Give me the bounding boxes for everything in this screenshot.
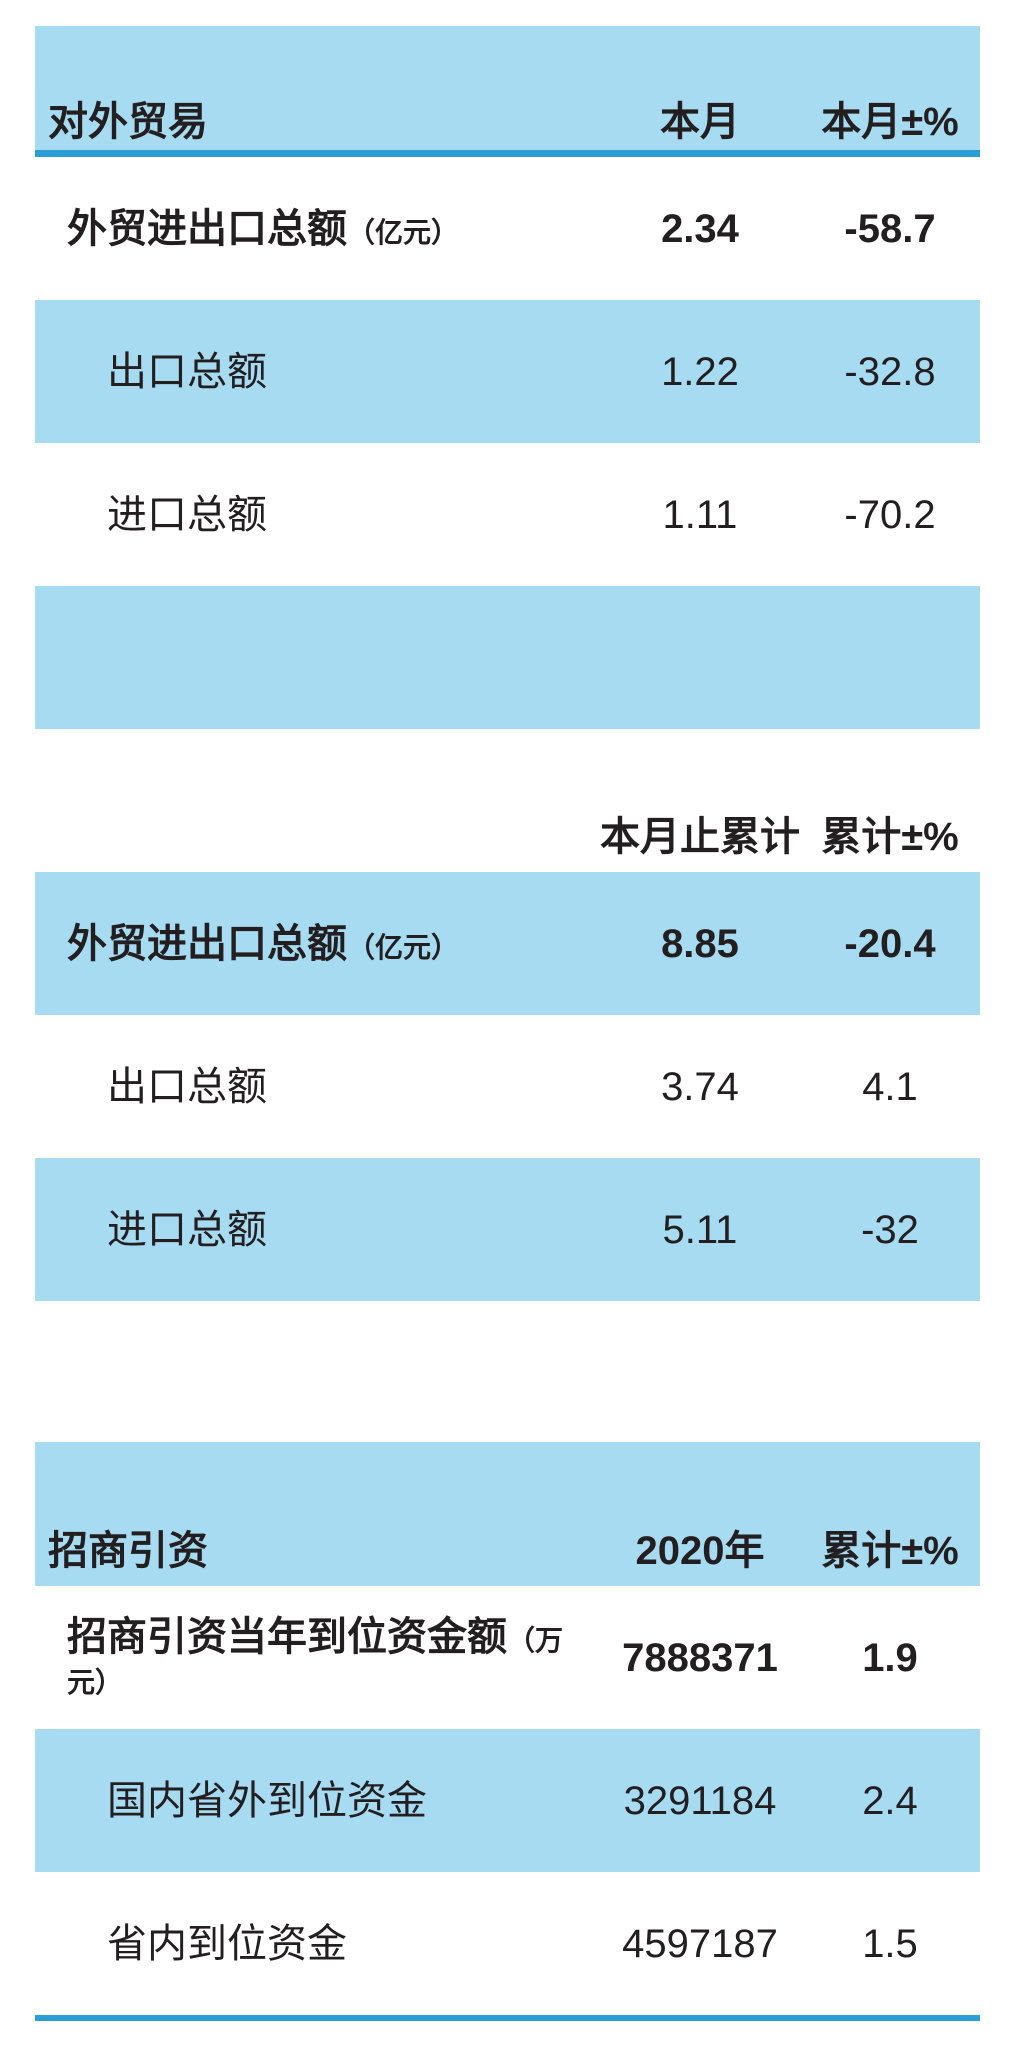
row-value-pct: -20.4 (844, 921, 936, 966)
column-header-cumulative-pct: 累计±% (821, 815, 959, 859)
section-spacer (0, 1301, 1024, 1442)
row-label: 出口总额 (107, 1064, 267, 1109)
table-row: 外贸进出口总额（亿元） 8.85 -20.4 (35, 872, 980, 1015)
row-label: 进口总额 (107, 1207, 267, 1252)
footer-accent-bar (35, 2015, 980, 2021)
table-row-empty (35, 586, 980, 729)
row-value-cumulative: 8.85 (661, 921, 739, 966)
row-value-year: 7888371 (622, 1635, 778, 1680)
column-header-month-pct: 本月±% (821, 100, 959, 144)
section-title: 招商引资 (48, 1529, 208, 1573)
row-unit: （万元） (67, 1624, 564, 1698)
section-foreign-trade-month: 对外贸易 本月 本月±% 外贸进出口总额（亿元） 2.34 -58.7 出口总额… (35, 26, 980, 729)
row-label: 外贸进出口总额（亿元） (67, 921, 460, 966)
row-label: 省内到位资金 (107, 1921, 347, 1966)
row-value-year: 4597187 (622, 1921, 778, 1966)
row-value-cumulative: 3.74 (661, 1064, 739, 1109)
column-header-month: 本月 (660, 100, 740, 144)
column-header-year: 2020年 (635, 1529, 765, 1573)
column-header-cumulative: 本月止累计 (600, 815, 800, 859)
row-value-pct: 1.9 (862, 1635, 918, 1680)
row-label: 招商引资当年到位资金额（万元） (67, 1614, 564, 1698)
row-unit: （亿元） (347, 216, 460, 248)
row-value-pct: 4.1 (862, 1064, 918, 1109)
row-label: 外贸进出口总额（亿元） (67, 206, 460, 251)
row-value-month: 1.11 (662, 492, 738, 537)
row-label: 进口总额 (107, 492, 267, 537)
table-row: 出口总额 3.74 4.1 (35, 1015, 980, 1158)
row-value-pct: 2.4 (862, 1778, 918, 1823)
table-header: 对外贸易 本月 本月±% (35, 26, 980, 157)
table-header: 本月止累计 累计±% (35, 729, 980, 872)
row-value-year: 3291184 (623, 1778, 777, 1823)
table-row: 进口总额 1.11 -70.2 (35, 443, 980, 586)
table-row: 外贸进出口总额（亿元） 2.34 -58.7 (35, 157, 980, 300)
row-value-cumulative: 5.11 (662, 1207, 738, 1252)
row-value-pct: -32 (861, 1207, 919, 1252)
section-investment: 招商引资 2020年 累计±% 招商引资当年到位资金额（万元） 7888371 … (35, 1442, 980, 2015)
table-row: 进口总额 5.11 -32 (35, 1158, 980, 1301)
row-value-month: 1.22 (661, 349, 739, 394)
row-value-pct: 1.5 (862, 1921, 918, 1966)
section-title: 对外贸易 (48, 100, 208, 144)
table-row: 招商引资当年到位资金额（万元） 7888371 1.9 (35, 1586, 980, 1729)
column-header-cumulative-pct: 累计±% (821, 1529, 959, 1573)
row-value-pct: -32.8 (844, 349, 936, 394)
table-row: 省内到位资金 4597187 1.5 (35, 1872, 980, 2015)
table-header: 招商引资 2020年 累计±% (35, 1442, 980, 1586)
row-label: 国内省外到位资金 (107, 1778, 427, 1823)
table-row: 出口总额 1.22 -32.8 (35, 300, 980, 443)
row-value-pct: -58.7 (844, 206, 936, 251)
section-foreign-trade-cumulative: 本月止累计 累计±% 外贸进出口总额（亿元） 8.85 -20.4 出口总额 3… (35, 729, 980, 1301)
row-unit: （亿元） (347, 931, 460, 963)
row-value-pct: -70.2 (844, 492, 936, 537)
table-row: 国内省外到位资金 3291184 2.4 (35, 1729, 980, 1872)
row-value-month: 2.34 (661, 206, 739, 251)
row-label: 出口总额 (107, 349, 267, 394)
